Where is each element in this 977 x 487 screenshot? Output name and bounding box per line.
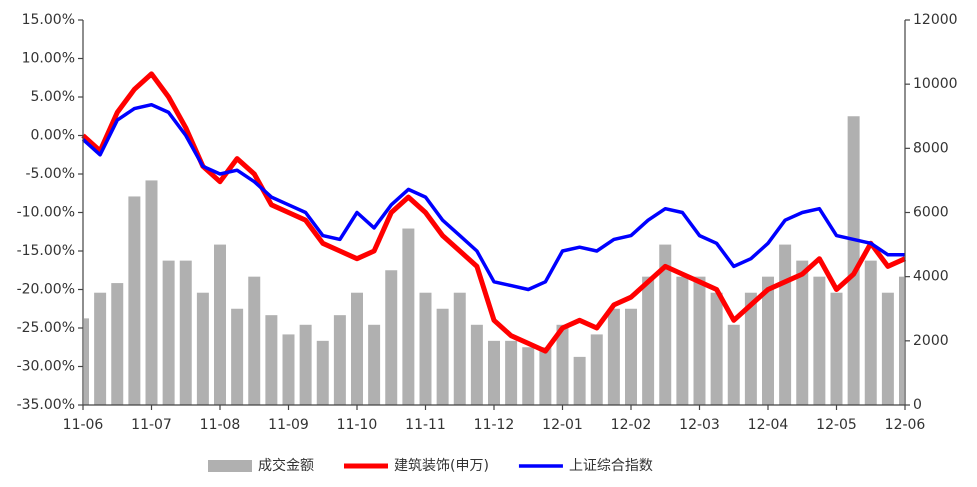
bar bbox=[881, 292, 894, 405]
y2-tick-label: 4000 bbox=[913, 269, 949, 285]
y-tick-label: -30.00% bbox=[17, 359, 75, 375]
y-tick-label: -20.00% bbox=[17, 282, 75, 298]
bar bbox=[899, 276, 904, 405]
y-tick-label: -25.00% bbox=[17, 320, 75, 336]
bar bbox=[333, 315, 346, 405]
x-tick-label: 12-03 bbox=[679, 417, 720, 433]
y-tick-label: -5.00% bbox=[25, 166, 75, 182]
bar bbox=[179, 260, 192, 405]
x-tick-label: 11-06 bbox=[63, 417, 104, 433]
bar bbox=[385, 270, 398, 405]
y-tick-label: 15.00% bbox=[22, 12, 75, 28]
bar bbox=[505, 340, 518, 405]
bar bbox=[214, 244, 226, 405]
bar bbox=[710, 292, 723, 405]
bar bbox=[796, 260, 809, 405]
y2-tick-label: 2000 bbox=[913, 333, 949, 349]
bar bbox=[676, 276, 689, 405]
bar bbox=[419, 292, 432, 405]
bar bbox=[625, 308, 637, 405]
legend-label: 建筑装饰(申万) bbox=[394, 458, 489, 474]
bar bbox=[573, 356, 586, 405]
bar bbox=[368, 324, 381, 405]
y2-tick-label: 8000 bbox=[913, 140, 949, 156]
bar bbox=[470, 324, 483, 405]
bar bbox=[282, 334, 295, 405]
bar bbox=[94, 292, 107, 405]
x-tick-label: 11-08 bbox=[200, 417, 241, 433]
x-tick-label: 11-09 bbox=[268, 417, 309, 433]
bar bbox=[762, 276, 774, 405]
bar bbox=[111, 283, 124, 405]
bar bbox=[539, 347, 552, 405]
bar bbox=[248, 276, 261, 405]
bar bbox=[436, 308, 449, 405]
line bbox=[81, 71, 907, 354]
bar bbox=[84, 318, 89, 405]
bar bbox=[727, 324, 740, 405]
bar bbox=[162, 260, 175, 405]
bar bbox=[522, 347, 535, 405]
bar bbox=[864, 260, 877, 405]
bar bbox=[299, 324, 312, 405]
bar bbox=[453, 292, 466, 405]
y-tick-label: 5.00% bbox=[31, 89, 75, 105]
bar bbox=[556, 324, 569, 405]
bar bbox=[351, 292, 363, 405]
bar bbox=[128, 196, 141, 405]
bars bbox=[84, 116, 904, 405]
x-tick-label: 12-05 bbox=[816, 417, 857, 433]
x-tick-label: 11-07 bbox=[131, 417, 172, 433]
x-tick-label: 11-10 bbox=[337, 417, 378, 433]
y2-tick-label: 10000 bbox=[913, 76, 958, 92]
y-tick-label: 10.00% bbox=[22, 51, 75, 67]
y-tick-label: 0.00% bbox=[31, 128, 75, 144]
y-tick-label: -15.00% bbox=[17, 243, 75, 259]
lines bbox=[81, 71, 907, 354]
bar bbox=[830, 292, 843, 405]
bar bbox=[316, 340, 329, 405]
bar bbox=[607, 308, 620, 405]
bar bbox=[196, 292, 209, 405]
bar bbox=[744, 292, 757, 405]
y-tick-label: -10.00% bbox=[17, 205, 75, 221]
y2-tick-label: 6000 bbox=[913, 205, 949, 221]
line bbox=[81, 102, 905, 292]
x-tick-label: 11-11 bbox=[405, 417, 446, 433]
bar bbox=[693, 276, 706, 405]
legend-swatch bbox=[208, 460, 252, 472]
bar bbox=[145, 180, 158, 405]
bar bbox=[659, 244, 672, 405]
y2-tick-label: 12000 bbox=[913, 12, 958, 28]
legend-label: 上证综合指数 bbox=[569, 458, 653, 474]
x-tick-label: 11-12 bbox=[474, 417, 515, 433]
x-tick-label: 12-04 bbox=[748, 417, 789, 433]
bar bbox=[779, 244, 792, 405]
bar bbox=[642, 276, 655, 405]
bar bbox=[813, 276, 826, 405]
x-tick-label: 12-06 bbox=[885, 417, 926, 433]
bar bbox=[402, 228, 415, 405]
bar bbox=[847, 116, 860, 405]
bar bbox=[590, 334, 603, 405]
x-tick-label: 12-01 bbox=[542, 417, 583, 433]
legend-label: 成交金额 bbox=[258, 457, 314, 474]
bar bbox=[265, 315, 278, 405]
y2-tick-label: 0 bbox=[913, 397, 922, 413]
bar bbox=[231, 308, 244, 405]
bar bbox=[488, 340, 500, 405]
x-tick-label: 12-02 bbox=[611, 417, 652, 433]
y-tick-label: -35.00% bbox=[17, 397, 75, 413]
